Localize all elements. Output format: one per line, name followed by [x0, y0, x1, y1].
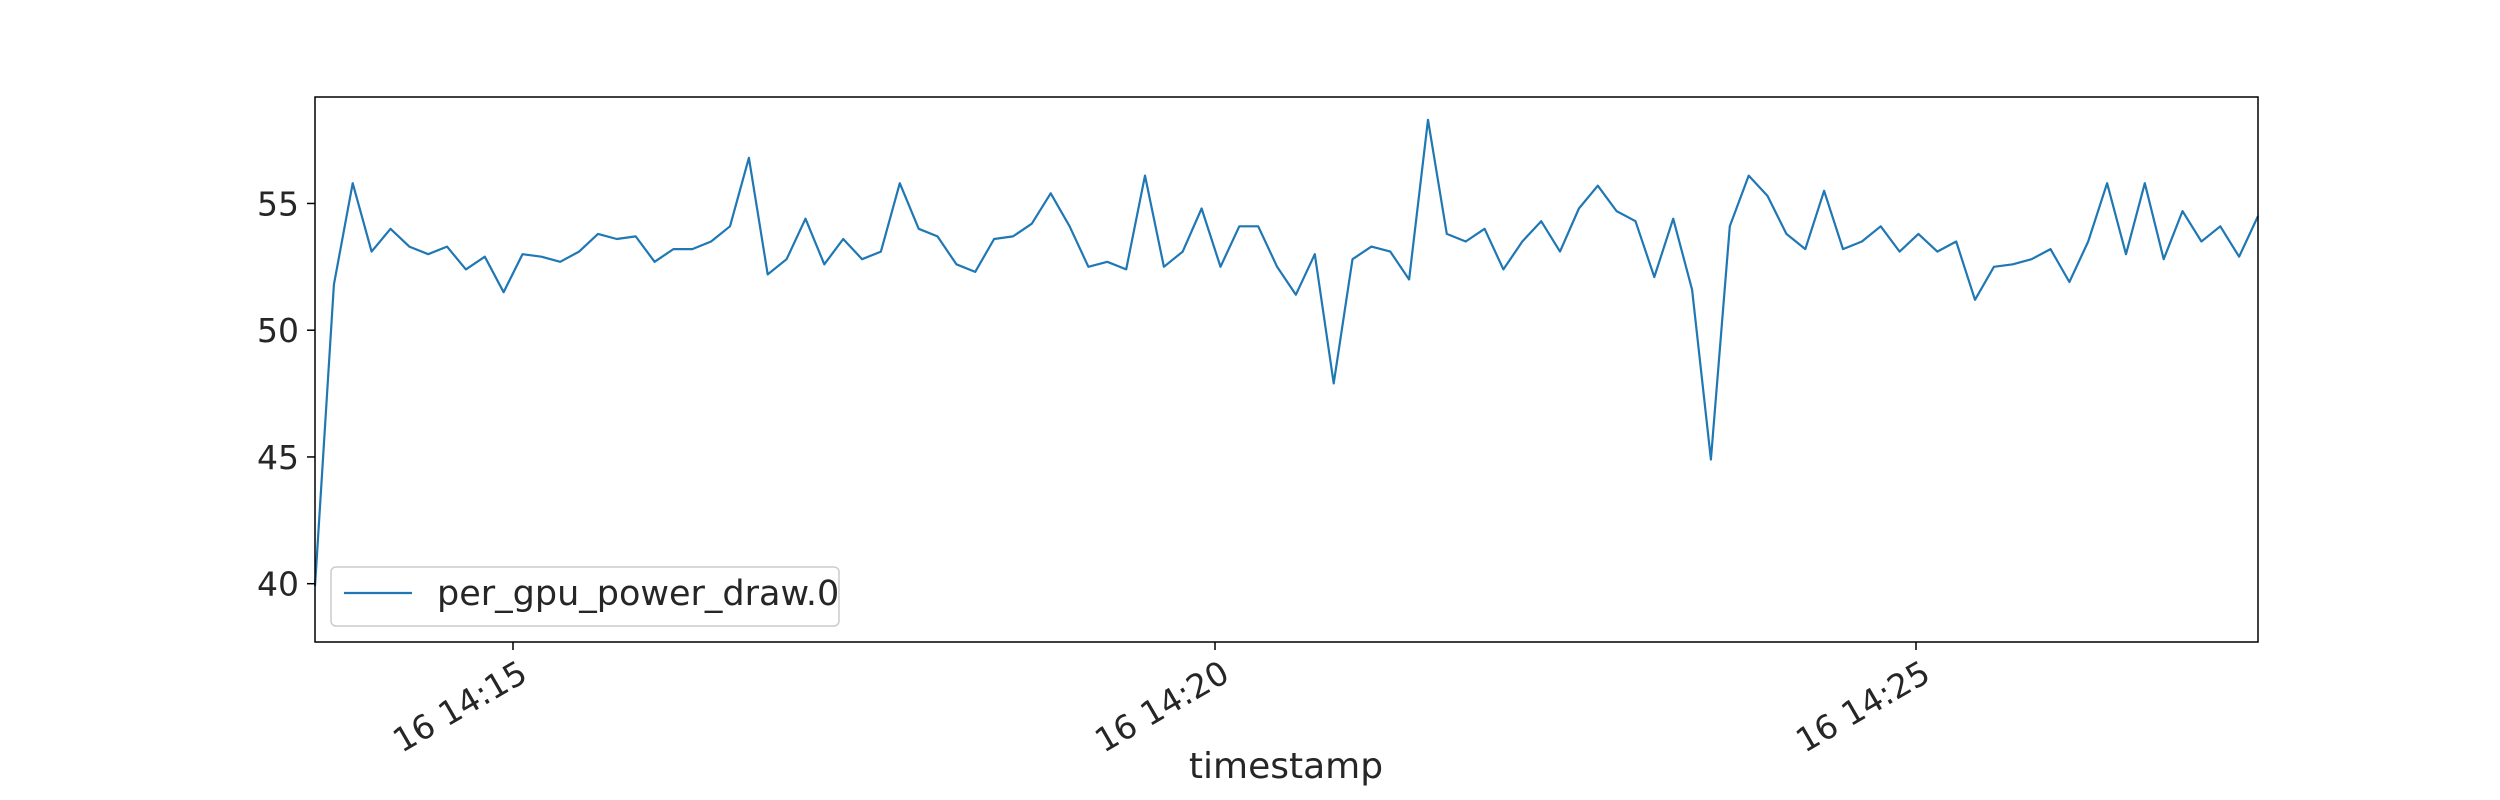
- y-axis: 40 45 50 55: [257, 184, 315, 604]
- x-tick-label: 16 14:15: [386, 653, 533, 761]
- y-tick-label: 45: [257, 438, 299, 477]
- x-axis: 16 14:15 16 14:20 16 14:25: [386, 642, 1936, 760]
- axes-frame: [314, 96, 2259, 643]
- series-line-per-gpu-power-draw-0: [313, 118, 2259, 587]
- x-axis-label: timestamp: [1189, 746, 1383, 787]
- x-tick-label: 16 14:25: [1789, 653, 1936, 761]
- legend-label: per_gpu_power_draw.0: [437, 574, 839, 614]
- legend-box: [330, 566, 840, 627]
- y-tick-label: 55: [257, 184, 299, 223]
- x-tick-label: 16 14:20: [1088, 653, 1235, 761]
- plot-area: [313, 118, 2259, 587]
- y-tick-label: 40: [257, 565, 299, 604]
- y-tick-label: 50: [257, 311, 299, 350]
- legend: per_gpu_power_draw.0: [330, 566, 840, 627]
